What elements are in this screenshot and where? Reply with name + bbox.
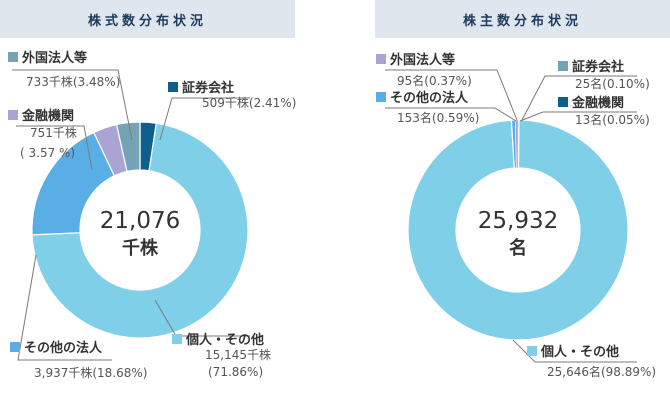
slice-value: 13名(0.05%) [575,112,650,127]
legend-swatch [558,97,568,107]
legend-swatch [10,342,20,352]
leader-line [521,75,637,121]
center-value: 25,932 [478,208,558,234]
slice-label-2: その他の法人 3,937千株(18.68%) [10,254,147,380]
slice-4 [115,121,141,173]
leader-line [17,254,112,361]
slice-name: 個人・その他 [540,344,619,360]
slice-name: 金融機関 [571,95,624,111]
slice-name: 金融機関 [21,108,74,124]
leader-line [512,339,637,363]
center-unit: 名 [509,237,527,259]
leader-line [159,97,250,141]
donut-slices [407,119,629,341]
slice-name: 証券会社 [182,80,234,96]
slice-value: 153名(0.59%) [397,110,479,125]
legend-swatch [172,334,182,344]
donut-slices [31,121,249,339]
slice-percent: ( 3.57 %) [20,146,75,160]
center-unit: 千株 [122,237,159,259]
slice-value: 25,646名(98.89%) [547,364,656,379]
shareholders-donut-chart: 25,932名証券会社25名(0.10%)金融機関13名(0.05%)個人・その… [376,52,656,379]
slice-name: 個人・その他 [185,332,264,348]
legend-swatch [8,110,18,120]
slice-percent: (71.86%) [208,365,263,379]
legend-swatch [376,54,386,64]
legend-swatch [376,92,386,102]
slice-value: 25名(0.10%) [575,76,650,91]
shares-distribution-panel: 株式数分布状況 21,076 千株 証券会社 509千株(2.41%) 個人・その他 15… [0,0,296,405]
legend-swatch [168,82,178,92]
slice-value: 3,937千株(18.68%) [34,365,147,380]
slice-1 [31,122,249,339]
legend-swatch [558,61,568,71]
slice-label-3: その他の法人 153名(0.59%) [376,90,517,125]
slice-name: 外国法人等 [389,52,455,68]
legend-swatch [8,52,18,62]
slice-name: その他の法人 [24,340,103,356]
leader-line [385,69,518,121]
shareholders-chart-title: 株主数分布状況 [375,0,670,38]
center-value: 21,076 [100,208,180,234]
leader-line [12,69,133,141]
slice-value: 751千株 [30,125,77,140]
slice-name: 証券会社 [572,59,624,75]
slice-name: その他の法人 [390,90,469,106]
shares-chart-title: 株式数分布状況 [0,0,295,38]
leader-line [16,125,93,171]
slice-value: 733千株(3.48%) [26,74,120,89]
slice-label-4: 外国法人等 95名(0.37%) [376,52,518,121]
slice-2 [407,119,629,341]
slice-label-4: 外国法人等 733千株(3.48%) [8,50,133,141]
slice-4 [515,119,519,169]
slice-value: 15,145千株 [205,347,271,362]
slice-name: 外国法人等 [21,50,87,66]
legend-swatch [527,346,537,356]
slice-value: 509千株(2.41%) [202,95,296,110]
slice-value: 95名(0.37%) [397,73,472,88]
shareholders-distribution-panel: 株主数分布状況 25,932 名証券会社 25名(0.10%) 金融機関 13名(0.0… [375,0,670,405]
slice-label-2: 個人・その他 25,646名(98.89%) [512,339,656,379]
leader-line [385,107,517,122]
leader-line [519,111,637,122]
